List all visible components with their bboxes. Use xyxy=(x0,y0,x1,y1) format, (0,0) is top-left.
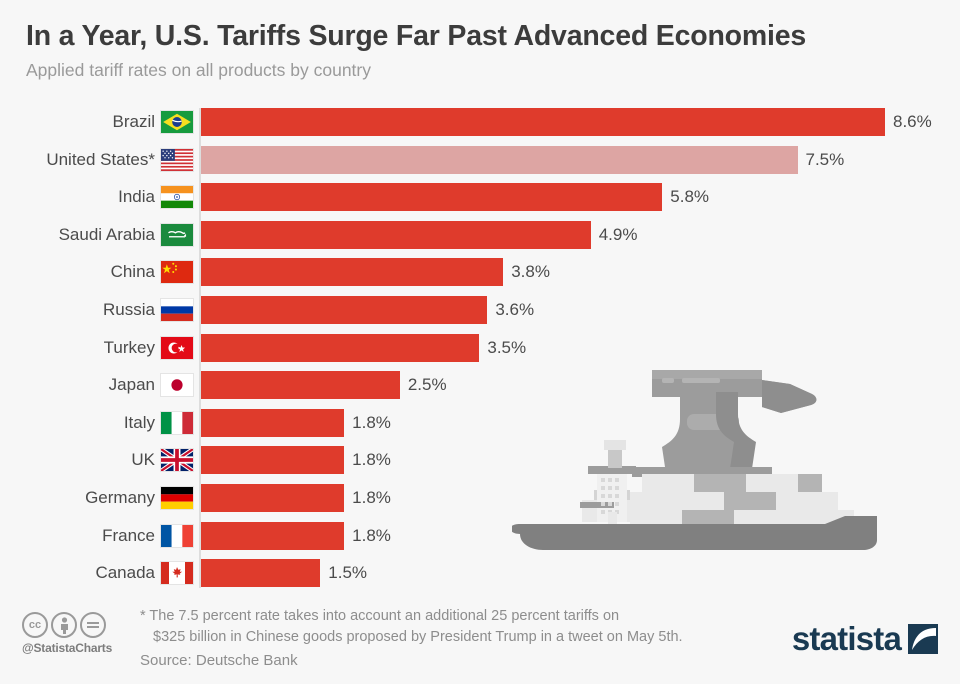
footnote-line-1: * The 7.5 percent rate takes into accoun… xyxy=(140,608,620,624)
bar-row: Saudi Arabia 4.9% xyxy=(0,220,960,259)
bar-value-label: 5.8% xyxy=(670,187,710,207)
bar-row: China 3.8% xyxy=(0,258,960,296)
cc-nd-equals-icon xyxy=(80,612,106,638)
bar[interactable] xyxy=(201,484,345,512)
country-label: Japan xyxy=(108,375,155,395)
bar-value-label: 1.5% xyxy=(328,563,368,583)
bar-value-label: 7.5% xyxy=(805,149,845,169)
country-label: Canada xyxy=(95,563,155,583)
bar-row: Japan 2.5% xyxy=(0,371,960,409)
bar-row: Russia 3.6% xyxy=(0,296,960,334)
flag-canada-icon xyxy=(160,561,194,586)
flag-saudi-arabia-icon xyxy=(160,222,194,247)
bar-row: Canada 1.5% xyxy=(0,559,960,597)
chart-footer: cc @StatistaCharts * The 7.5 percent r xyxy=(0,600,960,684)
flag-russia-icon xyxy=(160,298,194,322)
country-label: Turkey xyxy=(103,337,155,357)
bar-value-label: 3.5% xyxy=(487,337,527,357)
bar-row: United States* 7.5% xyxy=(0,145,960,184)
footnote: * The 7.5 percent rate takes into accoun… xyxy=(140,606,780,648)
statista-wordmark: statista xyxy=(791,620,902,657)
bar-row: Italy 1.8% xyxy=(0,408,960,447)
bar-row: Turkey 3.5% xyxy=(0,333,960,372)
flag-china-icon xyxy=(160,260,194,285)
y-axis-line xyxy=(199,108,201,588)
flag-india-icon xyxy=(160,185,194,210)
bar-row: UK 1.8% xyxy=(0,446,960,484)
bar-value-label: 3.6% xyxy=(495,300,535,319)
bar-row: Germany 1.8% xyxy=(0,484,960,522)
bar[interactable] xyxy=(201,145,798,174)
country-label: Russia xyxy=(103,300,155,319)
country-label: China xyxy=(110,262,155,282)
country-label: United States* xyxy=(46,149,155,169)
cc-icon: cc xyxy=(22,612,48,638)
bar[interactable] xyxy=(201,559,321,588)
bar[interactable] xyxy=(201,220,591,249)
footnote-line-2: $325 billion in Chinese goods proposed b… xyxy=(153,629,683,645)
bar[interactable] xyxy=(201,521,345,550)
bar-value-label: 2.5% xyxy=(407,375,447,395)
bar-row: India 5.8% xyxy=(0,183,960,221)
bar[interactable] xyxy=(201,446,345,475)
bar-value-label: 4.9% xyxy=(598,224,638,244)
country-label: France xyxy=(102,525,155,545)
country-label: Saudi Arabia xyxy=(58,224,155,244)
creative-commons-block: cc @StatistaCharts xyxy=(22,612,142,655)
cc-by-person-icon xyxy=(51,612,77,638)
flag-uk-icon xyxy=(160,448,194,473)
flag-japan-icon xyxy=(160,373,194,398)
bar-value-label: 8.6% xyxy=(893,112,932,131)
bar[interactable] xyxy=(201,296,488,324)
flag-germany-icon xyxy=(160,486,194,510)
statista-logo: statista xyxy=(792,622,938,655)
bar-value-label: 1.8% xyxy=(352,412,391,432)
country-label: Italy xyxy=(123,412,155,432)
bar[interactable] xyxy=(201,258,504,287)
country-label: Germany xyxy=(85,488,155,507)
flag-united-states-icon xyxy=(160,147,194,172)
bar[interactable] xyxy=(201,183,663,212)
bar-value-label: 1.8% xyxy=(352,488,391,507)
bar[interactable] xyxy=(201,371,400,400)
country-label: Brazil xyxy=(112,112,155,131)
bar-row: France 1.8% xyxy=(0,521,960,560)
country-label: India xyxy=(118,187,155,207)
bar-row: Brazil 8.6% xyxy=(0,108,960,146)
statista-logo-mark xyxy=(908,623,938,654)
bar[interactable] xyxy=(201,333,480,362)
page-title: In a Year, U.S. Tariffs Surge Far Past A… xyxy=(26,20,807,52)
bar[interactable] xyxy=(201,408,345,437)
bar-value-label: 1.8% xyxy=(352,450,391,470)
statista-charts-handle: @StatistaCharts xyxy=(22,641,113,655)
flag-italy-icon xyxy=(160,410,194,435)
flag-turkey-icon xyxy=(160,335,194,360)
bar-chart: Brazil 8.6% United States* 7.5% India 5.8% Sau… xyxy=(0,108,960,596)
country-label: UK xyxy=(131,450,155,470)
flag-brazil-icon xyxy=(160,110,194,134)
bar-value-label: 3.8% xyxy=(511,262,550,282)
flag-france-icon xyxy=(160,523,194,548)
page-subtitle: Applied tariff rates on all products by … xyxy=(26,59,372,80)
bar[interactable] xyxy=(201,108,885,136)
bar-value-label: 1.8% xyxy=(352,525,391,545)
source-label: Source: Deutsche Bank xyxy=(140,652,298,669)
chart-header: In a Year, U.S. Tariffs Surge Far Past A… xyxy=(26,20,946,80)
